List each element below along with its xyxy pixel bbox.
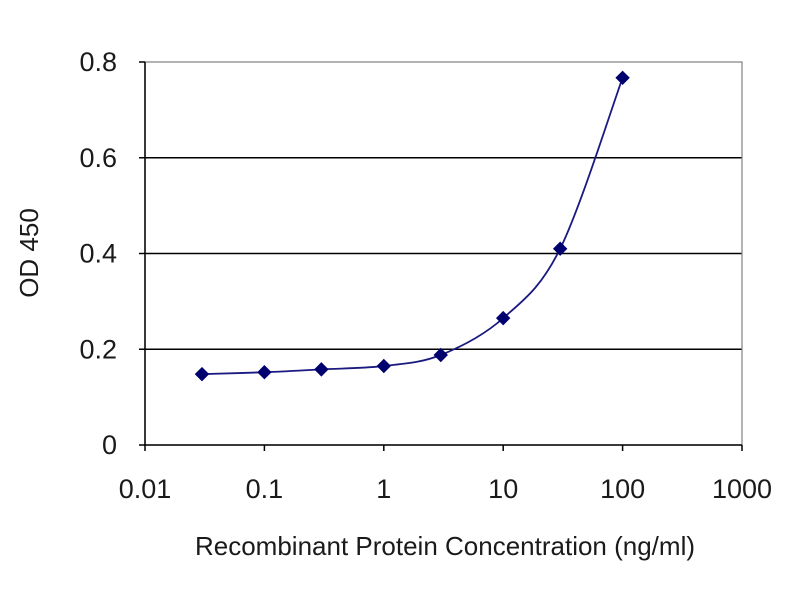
x-axis-label: Recombinant Protein Concentration (ng/ml… [195,531,695,561]
data-point-2 [314,362,329,377]
x-tick-label-4: 100 [600,474,645,504]
data-point-0 [194,366,210,382]
series-line-layer [201,77,624,376]
x-tick-labels: 0.01 0.1 1 10 100 1000 [119,474,772,504]
y-tick-label-1: 0.2 [79,334,117,364]
data-points [194,70,630,382]
series-line-0 [201,77,624,376]
x-tick-label-0: 0.01 [119,474,172,504]
data-point-1 [257,365,272,380]
x-tick-label-2: 1 [376,474,391,504]
y-tick-label-0: 0 [102,430,117,460]
data-point-6 [552,241,568,256]
x-tick-label-3: 10 [488,474,518,504]
axes [139,61,743,451]
y-tick-label-4: 0.8 [79,47,117,77]
x-tick-label-1: 0.1 [246,474,284,504]
y-tick-label-2: 0.4 [79,239,117,269]
gridlines [145,157,742,350]
data-point-7 [615,70,630,86]
data-point-4 [433,347,448,363]
y-tick-labels: 0 0.2 0.4 0.6 0.8 [79,47,117,460]
x-tick-label-5: 1000 [712,474,772,504]
y-axis-label: OD 450 [14,208,44,298]
data-point-5 [495,310,511,326]
y-tick-label-3: 0.6 [79,143,117,173]
data-point-3 [376,358,392,374]
